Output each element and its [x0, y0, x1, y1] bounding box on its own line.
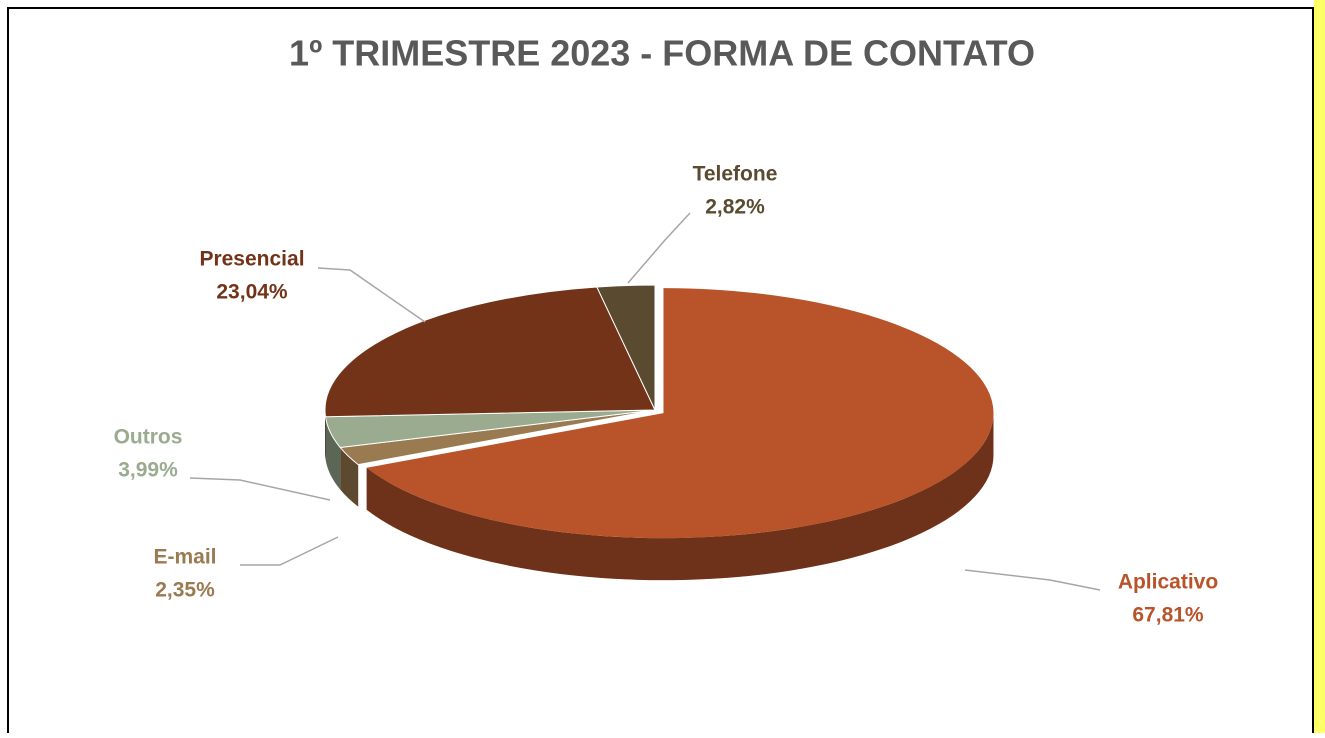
data-label-name: Aplicativo	[1118, 571, 1218, 594]
data-label-name: Presencial	[199, 248, 304, 271]
data-label-value: 2,35%	[155, 579, 215, 602]
data-label-name: Outros	[114, 426, 183, 449]
data-label-value: 3,99%	[118, 459, 178, 482]
data-label-name: E-mail	[153, 546, 216, 569]
data-label-name: Telefone	[693, 163, 778, 186]
chart-frame	[8, 8, 1313, 733]
data-label-value: 67,81%	[1132, 604, 1204, 627]
data-label-value: 2,82%	[705, 196, 765, 219]
chart-title: 1º TRIMESTRE 2023 - FORMA DE CONTATO	[289, 33, 1035, 74]
data-label-value: 23,04%	[216, 281, 288, 304]
edge-strip	[1314, 0, 1325, 733]
